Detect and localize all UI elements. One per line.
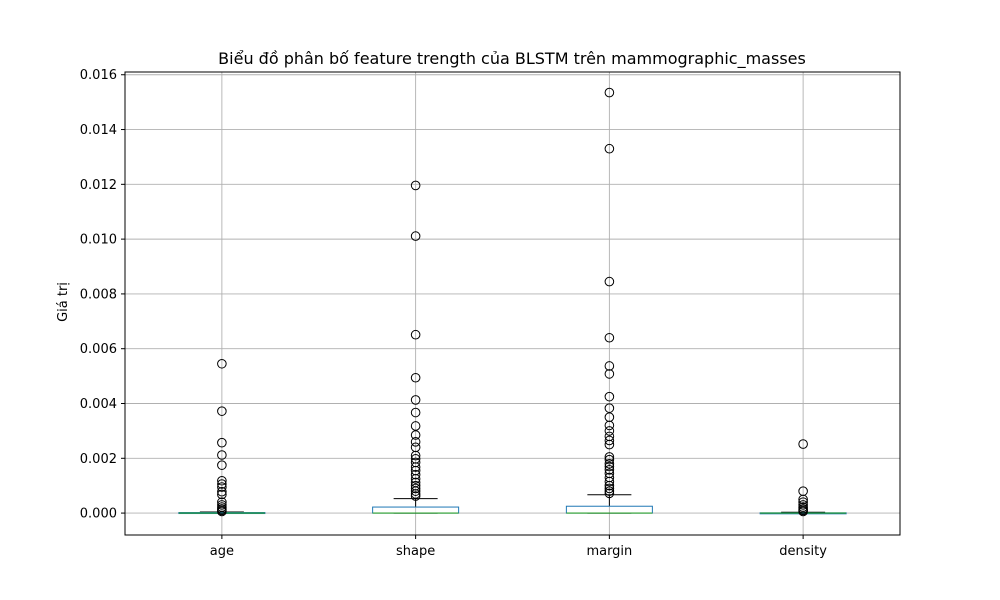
box-margin <box>565 87 653 514</box>
outlier-point <box>410 469 421 480</box>
outlier-point <box>604 426 615 436</box>
outlier-point <box>604 369 615 379</box>
outlier-point <box>604 143 615 154</box>
outlier-point <box>217 506 227 517</box>
outlier-point <box>604 361 615 371</box>
outlier-point <box>217 500 227 510</box>
y-tick-label: 0.010 <box>80 233 117 248</box>
outlier-point <box>410 483 421 494</box>
outlier-point <box>410 180 421 191</box>
outlier-point <box>410 489 421 499</box>
outlier-point <box>604 488 615 499</box>
outlier-point <box>604 483 615 494</box>
outlier-point <box>604 486 615 496</box>
outlier-point <box>410 450 421 461</box>
outlier-point <box>604 435 615 446</box>
outlier-point <box>410 329 421 340</box>
outlier-point <box>604 476 615 487</box>
outlier-point <box>604 480 615 491</box>
box-density <box>759 439 847 517</box>
outlier-point <box>410 474 421 484</box>
outlier-point <box>798 439 808 449</box>
outlier-point <box>217 479 227 489</box>
outlier-point <box>798 506 808 517</box>
outlier-point <box>604 461 615 472</box>
x-tick-label: shape <box>396 544 435 559</box>
outlier-point <box>798 494 808 505</box>
box-shape <box>372 180 460 514</box>
outlier-point <box>410 486 421 496</box>
y-axis-label: Giá trị <box>56 282 71 322</box>
grid <box>125 72 900 535</box>
y-tick-label: 0.000 <box>80 507 117 522</box>
outlier-point <box>604 452 615 462</box>
y-tick-label: 0.006 <box>80 342 117 357</box>
outlier-point <box>604 391 615 402</box>
outlier-point <box>410 430 421 440</box>
y-tick-label: 0.004 <box>80 397 117 412</box>
outlier-point <box>410 491 421 501</box>
outlier-point <box>217 489 227 500</box>
outlier-point <box>410 407 421 418</box>
x-tick-label: margin <box>586 544 632 559</box>
box-age <box>178 358 266 517</box>
outlier-point <box>217 482 227 492</box>
outlier-point <box>410 462 421 472</box>
outlier-point <box>604 464 615 475</box>
y-tick-label: 0.002 <box>80 452 117 467</box>
outlier-point <box>217 486 227 497</box>
outlier-point <box>410 231 421 241</box>
outlier-point <box>604 458 615 469</box>
x-tick-label: density <box>779 544 827 559</box>
y-tick-label: 0.008 <box>80 287 117 302</box>
outlier-point <box>217 358 227 369</box>
outlier-point <box>217 475 227 486</box>
outlier-point <box>217 460 227 470</box>
axes: 0.000 0.002 0.004 0.006 0.008 0.010 0.012 0.014… <box>80 68 901 559</box>
outlier-point <box>410 437 421 447</box>
outlier-point <box>217 406 227 416</box>
y-tick-label: 0.014 <box>80 123 117 138</box>
chart-title: Biểu đồ phân bố feature trength của BLST… <box>218 49 806 69</box>
outlier-point <box>604 420 615 431</box>
axes-frame <box>124 71 901 536</box>
outlier-point <box>410 395 421 405</box>
outlier-point <box>798 500 808 510</box>
outlier-point <box>410 372 421 383</box>
x-tick-label: age <box>210 544 234 559</box>
outlier-point <box>604 439 615 450</box>
outlier-point <box>217 437 227 448</box>
outlier-point <box>604 454 615 465</box>
y-tick-label: 0.012 <box>80 178 117 193</box>
y-tick-label: 0.016 <box>80 68 117 83</box>
outlier-point <box>604 87 615 98</box>
outlier-point <box>604 276 615 287</box>
outlier-point <box>604 332 615 343</box>
outlier-point <box>217 450 227 460</box>
plot-area <box>178 87 847 517</box>
